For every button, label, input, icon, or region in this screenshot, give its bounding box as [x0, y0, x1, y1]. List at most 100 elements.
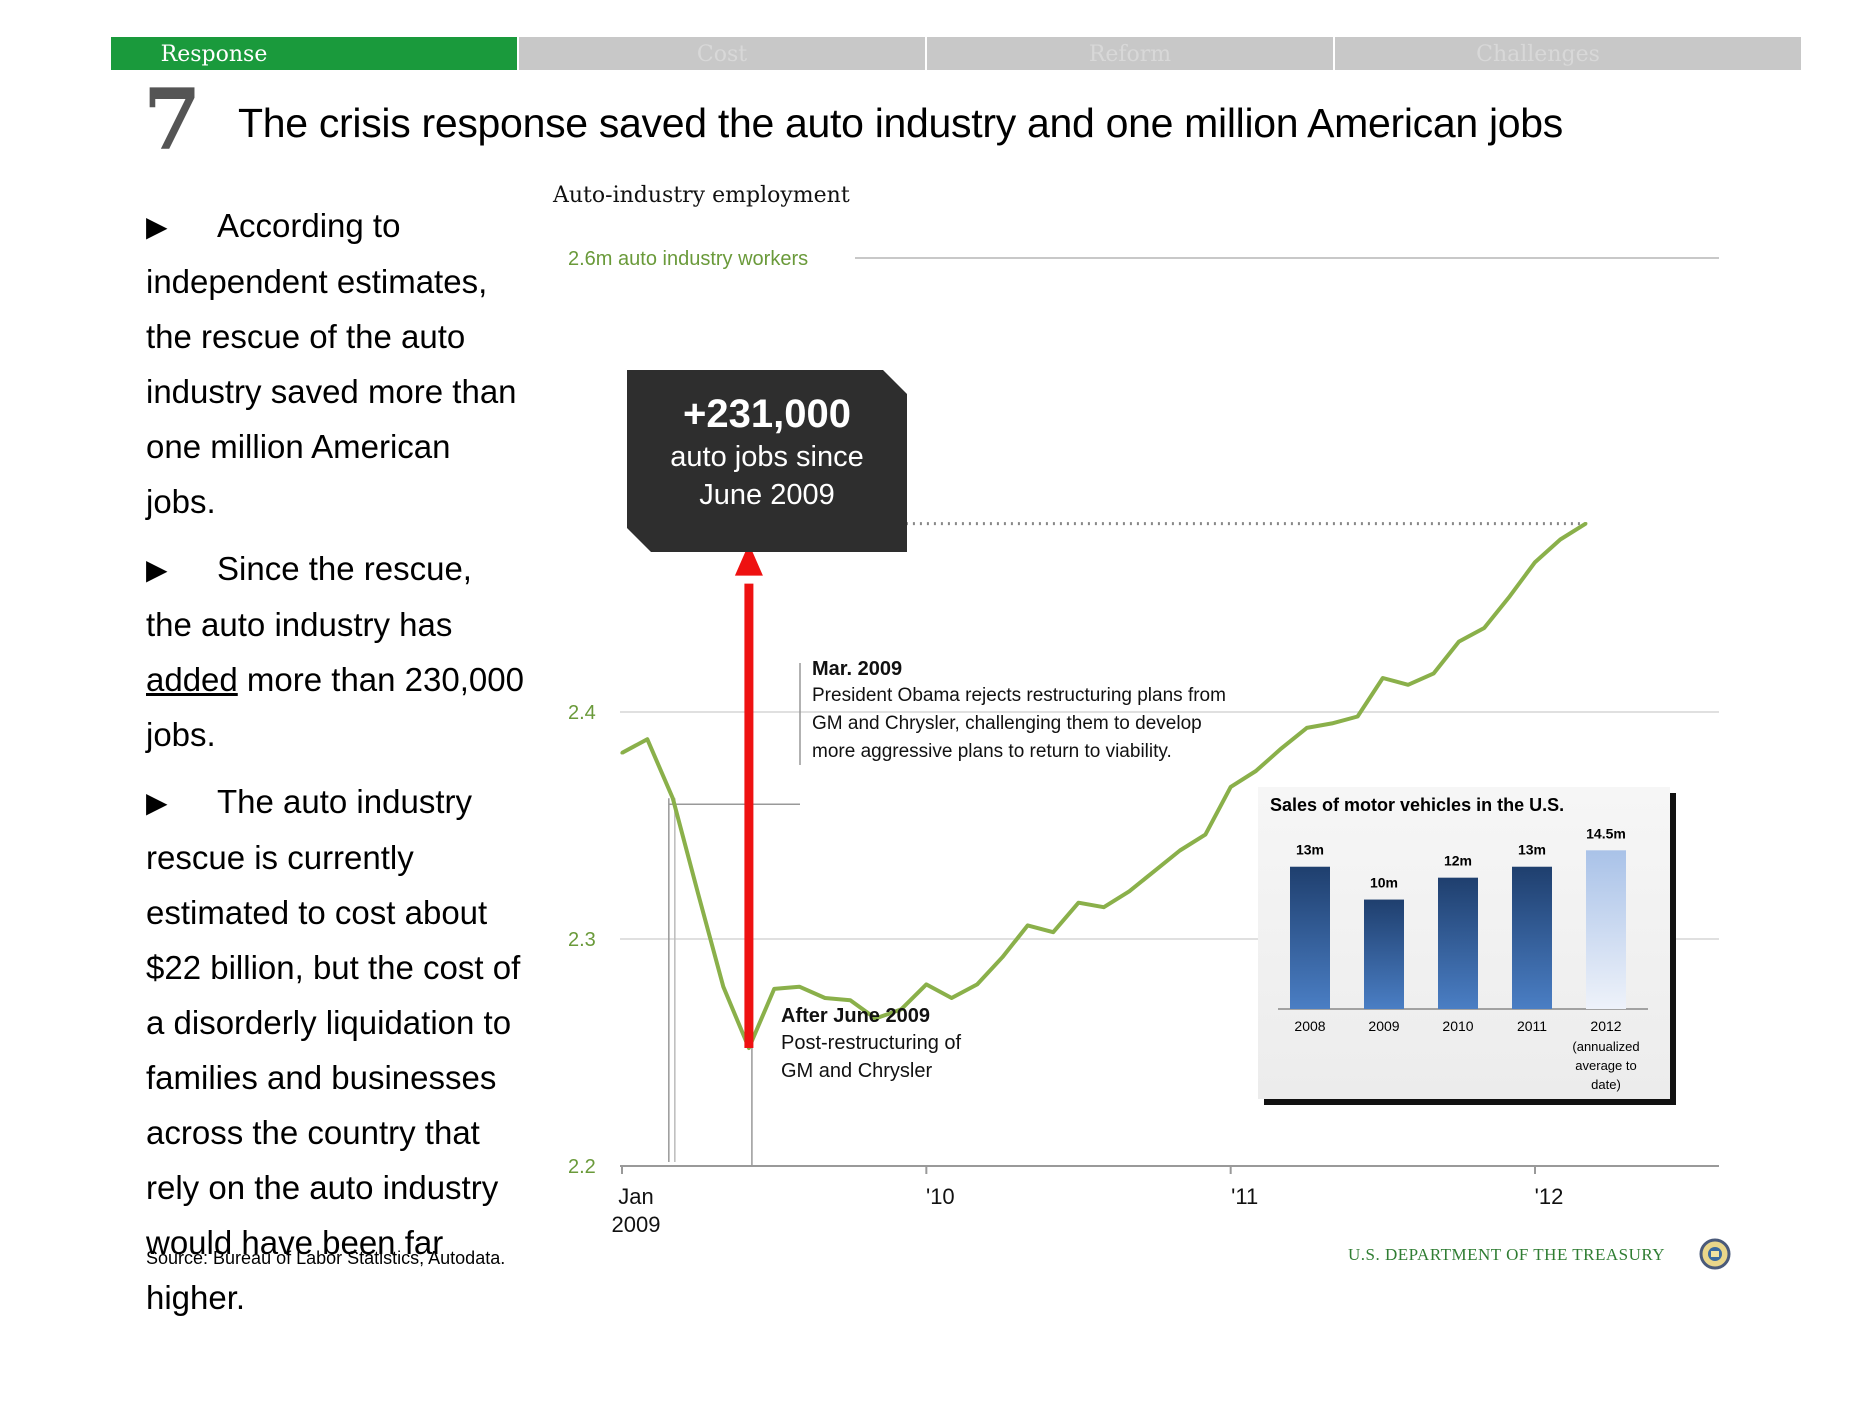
inset-bar [1512, 866, 1552, 1009]
inset-category-label: 2010 [1442, 1018, 1473, 1034]
data-point [1178, 848, 1182, 853]
annotation-line: more aggressive plans to return to viabi… [812, 741, 1172, 762]
y-tick-label: 2.3 [568, 929, 596, 951]
inset-bar [1586, 850, 1626, 1009]
data-point [620, 751, 624, 755]
x-tick-label: Jan [618, 1184, 653, 1209]
nav-tab-label: Cost [697, 42, 747, 67]
data-point [1355, 714, 1360, 719]
callout-line: June 2009 [699, 479, 835, 511]
data-point [696, 892, 700, 896]
data-point [721, 985, 725, 989]
data-point [1381, 676, 1385, 680]
callout-box [627, 370, 907, 552]
data-point [1558, 537, 1562, 542]
inset-bars: 13m 2008 10m 2009 12m 2010 13m 2011 14.5m 2012 (an… [1278, 825, 1648, 1092]
data-point [848, 998, 852, 1002]
data-point [975, 982, 979, 987]
triangle-bullet-icon: ▶ [146, 787, 168, 818]
data-point [1254, 769, 1258, 773]
treasury-seal-icon [1699, 1238, 1731, 1270]
nav-tab-label: Challenges [1476, 42, 1600, 67]
bullet-item: ▶ The auto industry rescue is currently e… [146, 774, 526, 1325]
annotation-line: Post-restructuring of [781, 1032, 962, 1054]
data-point [1457, 640, 1461, 644]
inset-category-note: average to [1575, 1058, 1636, 1073]
triangle-bullet-icon: ▶ [146, 211, 168, 242]
data-point [1051, 930, 1055, 934]
bullet-text: According to independent estimates, the … [146, 207, 517, 520]
data-point [1203, 832, 1208, 837]
inset-category-label: 2012 [1590, 1018, 1621, 1034]
data-point [1279, 746, 1284, 750]
data-point [1102, 905, 1106, 909]
inset-bar [1364, 899, 1404, 1009]
callout-line: auto jobs since [670, 441, 864, 473]
inset-category-label: 2009 [1368, 1018, 1399, 1034]
data-point [1026, 923, 1030, 927]
inset-value-label: 12m [1444, 853, 1472, 869]
slide-number: 7 [143, 70, 202, 169]
annotation-june-2009: After June 2009 Post-restructuring of GM… [781, 1003, 961, 1085]
inset-bar [1290, 866, 1330, 1009]
x-tick-label: 2009 [612, 1212, 661, 1237]
data-point [1533, 560, 1537, 564]
y-tick-label: 2.2 [568, 1156, 596, 1178]
reference-label: 2.6m auto industry workers [568, 248, 808, 270]
data-point [924, 982, 928, 987]
inset-category-note: date) [1591, 1077, 1621, 1092]
callout-value: +231,000 [683, 392, 851, 436]
data-point [1330, 721, 1334, 725]
data-point [1406, 683, 1410, 687]
data-point [645, 737, 649, 741]
bullet-text: The auto industry rescue is currently es… [146, 783, 521, 1316]
data-point [899, 1007, 903, 1011]
bullet-text: more than 230,000 jobs. [146, 661, 524, 753]
x-tick-label: '12 [1535, 1184, 1564, 1209]
data-point [772, 987, 776, 991]
annotation-line: President Obama rejects restructuring pl… [812, 685, 1226, 706]
inset-sales-chart: Sales of motor vehicles in the U.S. 13m 2… [1258, 787, 1670, 1099]
data-point [1584, 521, 1588, 526]
section-nav: Response Cost Reform Challenges [109, 35, 1803, 72]
data-point [1482, 626, 1486, 630]
source-note: Source: Bureau of Labor Statistics, Auto… [146, 1248, 506, 1268]
data-point [949, 996, 954, 1000]
inset-value-label: 13m [1518, 842, 1546, 858]
triangle-bullet-icon: ▶ [146, 554, 168, 585]
data-point [1000, 955, 1005, 959]
data-point [797, 985, 802, 989]
data-point [1229, 785, 1233, 789]
data-point [671, 796, 675, 800]
inset-value-label: 10m [1370, 875, 1398, 891]
data-point [1152, 869, 1157, 873]
data-point [1127, 889, 1131, 893]
x-tick-label: '11 [1231, 1184, 1258, 1209]
inset-value-label: 13m [1296, 842, 1324, 858]
data-point [1305, 726, 1309, 730]
data-point [1432, 671, 1436, 676]
inset-category-label: 2008 [1294, 1018, 1325, 1034]
slide-title: The crisis response saved the auto indus… [238, 100, 1563, 146]
increase-arrow-head [734, 543, 763, 576]
nav-tab-label: Reform [1089, 42, 1171, 67]
data-point [1076, 901, 1081, 905]
chart-title: Auto-industry employment [553, 183, 850, 208]
bullet-text: Since the rescue, the auto industry has [146, 550, 472, 643]
data-point [1508, 594, 1512, 598]
bullet-item: ▶ Since the rescue, the auto industry has… [146, 541, 526, 762]
inset-category-note: (annualized [1572, 1039, 1639, 1054]
callout-text: +231,000 auto jobs since June 2009 [627, 390, 907, 514]
inset-title: Sales of motor vehicles in the U.S. [1270, 795, 1565, 815]
annotation-mar-2009: Mar. 2009 President Obama rejects restru… [812, 656, 1226, 766]
bullet-list: ▶ According to independent estimates, the… [146, 198, 526, 1337]
nav-tab-challenges [1333, 35, 1803, 72]
annotation-heading: After June 2009 [781, 1005, 930, 1027]
x-tick-label: '10 [926, 1184, 955, 1209]
bullet-underlined-text: added [146, 661, 238, 698]
bullet-item: ▶ According to independent estimates, the… [146, 198, 526, 529]
annotation-heading: Mar. 2009 [812, 658, 903, 680]
annotation-line: GM and Chrysler, challenging them to dev… [812, 713, 1202, 734]
nav-tab-label: Response [161, 42, 268, 67]
